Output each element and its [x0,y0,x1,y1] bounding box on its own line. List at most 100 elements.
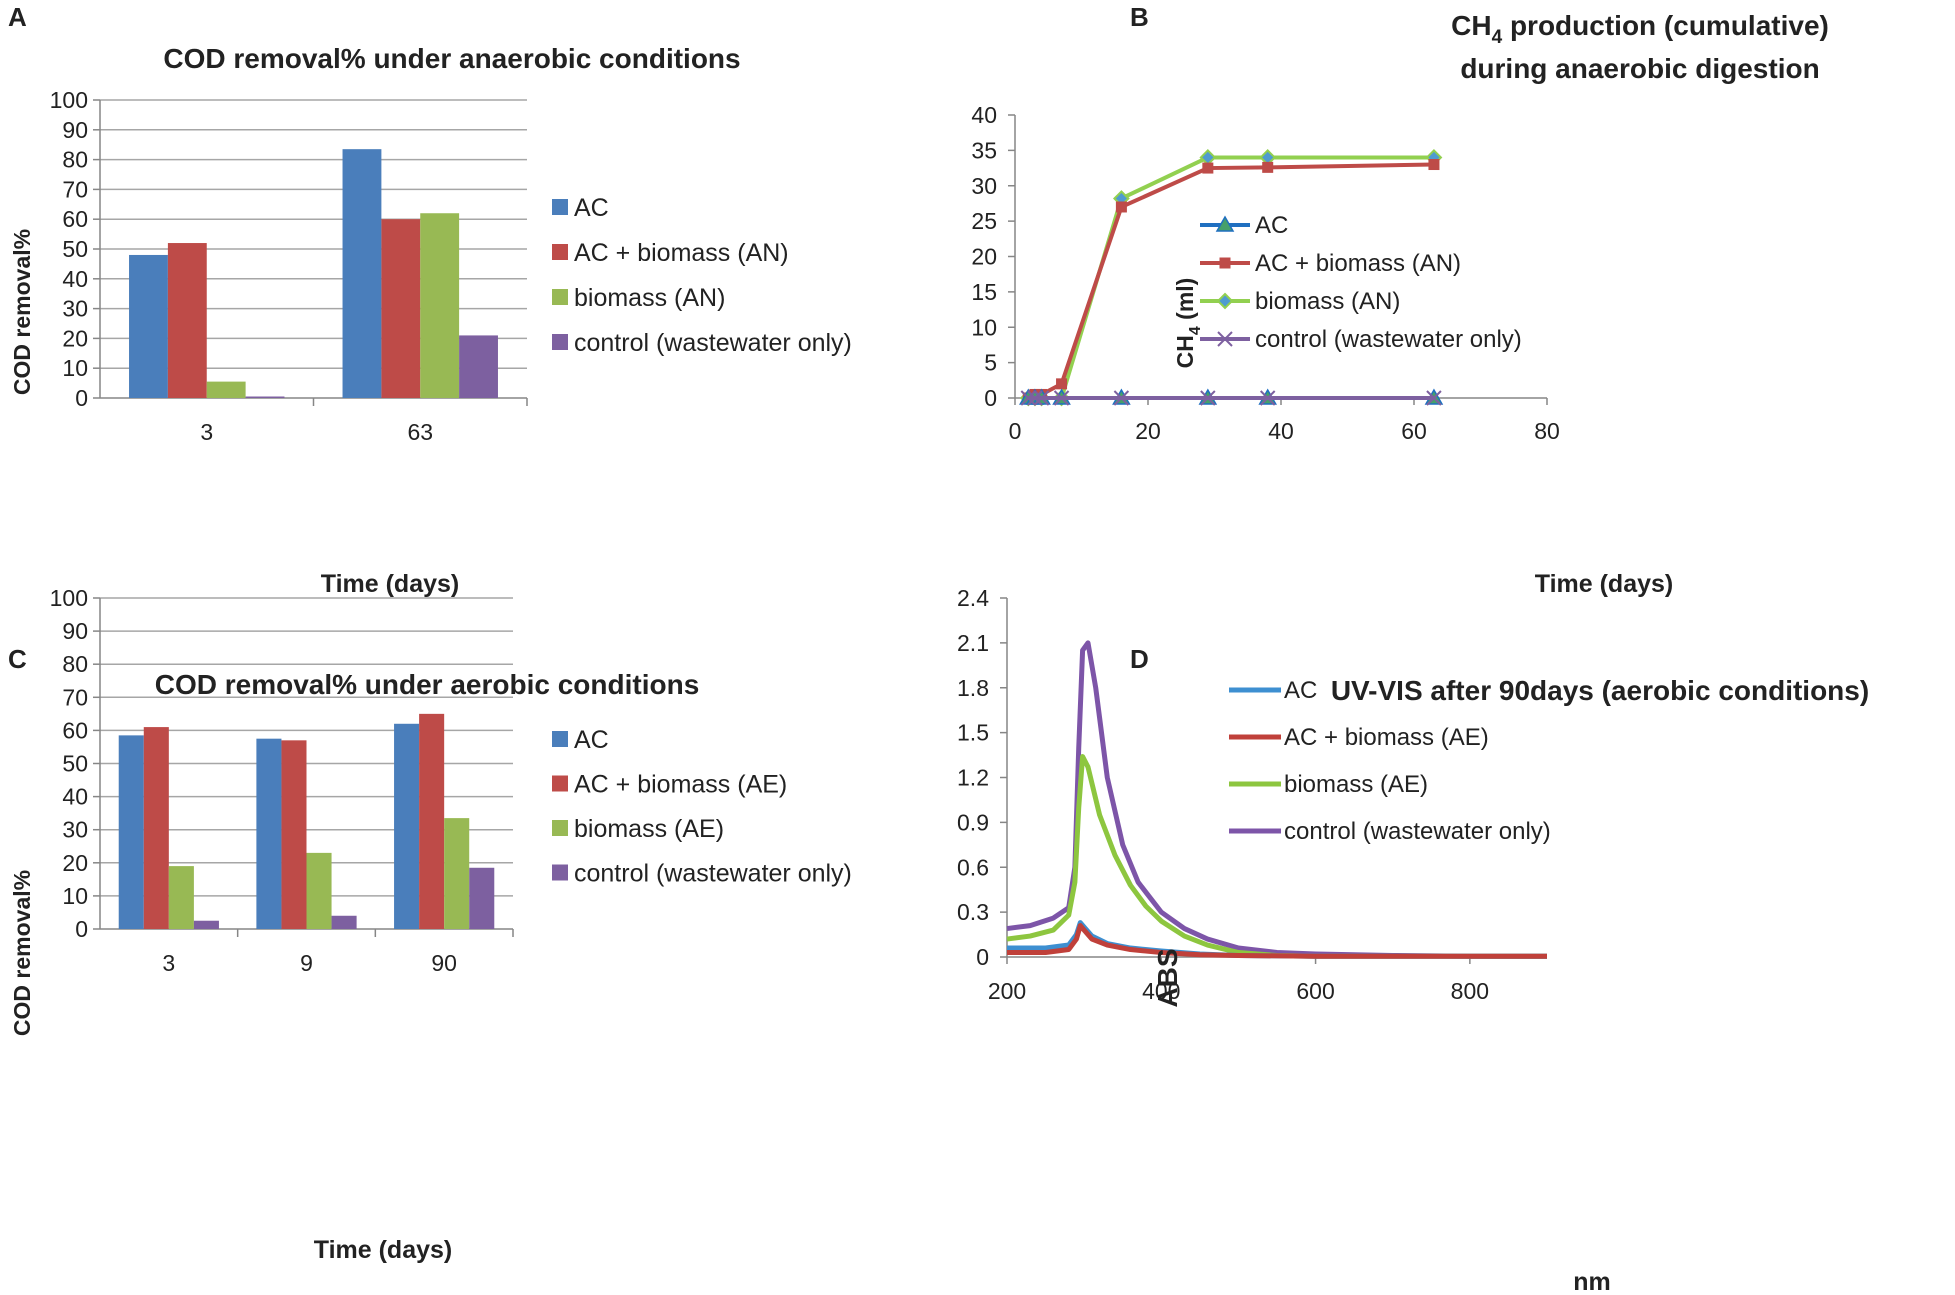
legend-label-a-2: AC + biomass (AN) [574,239,789,267]
panel-a: A COD removal% under anaerobic condition… [8,2,852,598]
y-tick-label-c-20: 20 [62,850,88,876]
chart-title-c: COD removal% under aerobic conditions [155,669,700,700]
series-line-d-2 [1007,923,1547,959]
y-tick-label-c-80: 80 [62,651,88,677]
x-tick-label-c-9: 9 [300,950,313,976]
bar-a-3-3 [206,381,246,398]
y-tick-label-a-50: 50 [62,236,88,262]
y-axis-label-c: COD removal% [9,870,35,1036]
panel-letter-c: C [8,644,27,674]
x-tick-label-b-0: 0 [1009,418,1022,444]
point-b-4-5 [1200,390,1216,406]
y-tick-label-d-4: 1.2 [957,765,989,791]
y-tick-label-a-70: 70 [62,176,88,202]
bar-a-4-3 [245,396,285,398]
y-tick-label-c-30: 30 [62,817,88,843]
series-line-b-3 [1028,155,1434,400]
point-b-2-7 [1428,159,1440,171]
legend-label-b-3: biomass (AN) [1255,288,1400,315]
y-tick-label-c-90: 90 [62,618,88,644]
chart-title-b-rest: production (cumulative) [1502,10,1829,41]
y-axis-label-a: COD removal% [9,229,35,395]
bar-c-1-3 [118,735,144,929]
legend-swatch-c-4 [552,864,568,881]
y-tick-label-d-6: 1.8 [957,675,989,701]
legend-swatch-a-3 [552,289,568,305]
legend-label-c-3: biomass (AE) [574,815,724,843]
y-tick-label-a-80: 80 [62,147,88,173]
bar-c-4-3 [193,920,219,929]
chart-title-d: UV-VIS after 90days (aerobic conditions) [1331,675,1869,706]
x-tick-label-d-200: 200 [988,978,1026,1004]
y-tick-label-a-60: 60 [62,206,88,232]
x-axis-label-b: Time (days) [1535,570,1673,598]
legend-d: AC AC + biomass (AE) biomass (AE) control (… [1229,677,1551,845]
y-tick-label-c-10: 10 [62,883,88,909]
panel-b: B CH4 production (cumulative) during ana… [971,2,1828,598]
point-b-3-5 [1199,149,1217,166]
y-tick-label-c-0: 0 [75,916,88,942]
legend-a: AC AC + biomass (AN) biomass (AN) control (… [552,194,852,357]
bar-c-1-9 [256,738,282,929]
y-tick-label-c-60: 60 [62,717,88,743]
x-tick-label-c-3: 3 [162,950,175,976]
panel-letter-d: D [1130,644,1149,674]
x-tick-label-c-90: 90 [431,950,457,976]
y-tick-label-a-30: 30 [62,296,88,322]
point-b-4-0 [1020,390,1037,406]
y-tick-label-b-40: 40 [971,102,997,128]
legend-label-d-4: control (wastewater only) [1284,818,1551,845]
point-b-2-5 [1202,162,1214,174]
point-b-4-6 [1259,390,1276,406]
x-tick-label-d-800: 800 [1451,978,1489,1004]
bar-a-3-63 [420,213,460,398]
point-b-4-2 [1033,390,1050,406]
x-tick-label-b-60: 60 [1401,418,1427,444]
chart-title-b: CH4 production (cumulative) [1451,10,1829,48]
y-tick-label-d-5: 1.5 [957,720,989,746]
legend-label-d-1: AC [1284,677,1317,704]
point-b-4-4 [1113,390,1130,406]
panel-letter-a: A [8,2,27,32]
y-tick-label-c-70: 70 [62,684,88,710]
y-axis-label-b: CH4 (ml) [1172,278,1204,369]
y-tick-label-c-50: 50 [62,751,88,777]
bar-c-3-90 [444,818,470,929]
legend-swatch-a-2 [552,244,568,260]
legend-swatch-c-1 [552,731,568,747]
y-tick-label-c-100: 100 [50,585,88,611]
point-b-4-1 [1027,390,1043,406]
bar-c-2-3 [143,727,169,929]
legend-label-b-2: AC + biomass (AN) [1255,250,1461,277]
legend-label-c-4: control (wastewater only) [574,860,852,888]
point-b-4-7 [1426,390,1442,406]
y-tick-label-d-2: 0.6 [957,854,989,880]
legend-swatch-a-1 [552,199,568,215]
y-tick-label-d-8: 2.4 [957,585,989,611]
legend-label-d-2: AC + biomass (AE) [1284,724,1489,751]
y-tick-label-a-10: 10 [62,355,88,381]
panel-d: D UV-VIS after 90days (aerobic condition… [957,585,1869,1295]
y-axis-label-b-rest: (ml) [1172,278,1198,327]
y-tick-label-d-7: 2.1 [957,630,989,656]
chart-title-b-line2: during anaerobic digestion [1460,53,1819,84]
chart-title-b-ch: CH [1451,10,1491,41]
y-axis-label-b-sub: 4 [1187,326,1204,335]
y-tick-label-b-25: 25 [971,208,997,234]
y-tick-label-d-1: 0.3 [957,899,989,925]
y-axis-label-b-ch: CH [1172,335,1198,368]
legend-label-c-1: AC [574,726,609,754]
legend-marker-b-4 [1217,331,1233,347]
bar-c-4-90 [469,867,495,929]
point-b-2-4 [1115,201,1127,213]
point-b-2-3 [1056,378,1068,390]
bar-a-4-63 [459,335,498,398]
y-tick-label-b-5: 5 [984,350,997,376]
legend-label-b-4: control (wastewater only) [1255,326,1522,353]
x-axis-label-c: Time (days) [314,1236,452,1264]
bar-a-1-3 [129,254,168,398]
legend-marker-b-1 [1215,215,1235,232]
bar-a-1-63 [342,149,382,398]
point-b-2-6 [1262,161,1274,173]
